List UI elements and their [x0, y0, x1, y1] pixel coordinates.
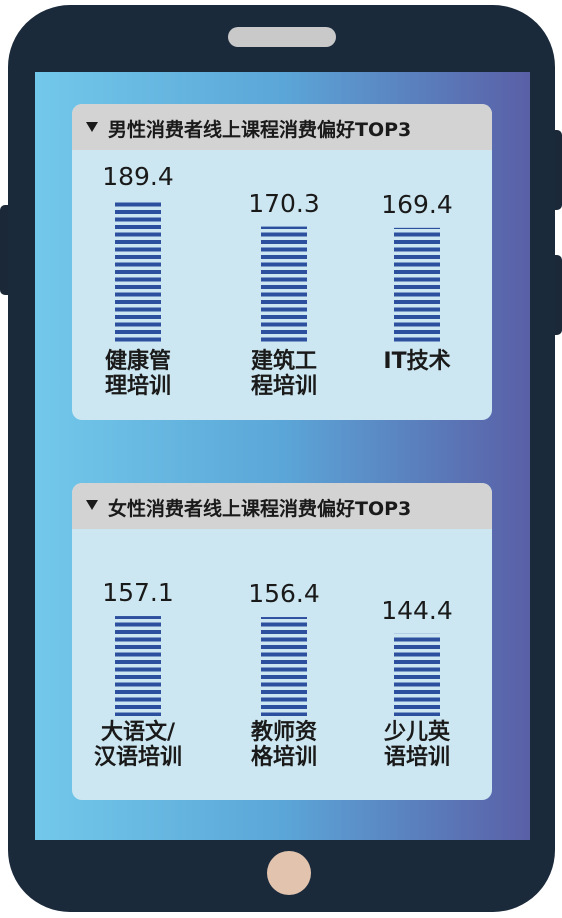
bar	[394, 634, 440, 716]
category-label: 建筑工 程培训	[214, 349, 354, 399]
category-label: 教师资 格培训	[214, 720, 354, 770]
value-label: 189.4	[78, 162, 198, 191]
category-label: 大语文/ 汉语培训	[68, 720, 208, 770]
chart-title: 男性消费者线上课程消费偏好TOP3	[108, 115, 411, 142]
speaker	[228, 27, 336, 47]
value-label: 156.4	[224, 579, 344, 608]
category-label: 少儿英 语培训	[347, 720, 487, 770]
value-label: 169.4	[357, 190, 477, 219]
bar	[115, 200, 161, 345]
page: 男性消费者线上课程消费偏好TOP3 女性消费者线上课程消费偏好TOP3 189.…	[0, 0, 562, 918]
home-button	[267, 851, 311, 895]
value-label: 144.4	[357, 596, 477, 625]
bar	[394, 228, 440, 345]
bar	[115, 616, 161, 716]
bar	[261, 227, 307, 345]
category-label: 健康管 理培训	[68, 349, 208, 399]
chart-title: 女性消费者线上课程消费偏好TOP3	[108, 494, 411, 521]
bar	[261, 617, 307, 716]
value-label: 170.3	[224, 189, 344, 218]
category-label: IT技术	[347, 349, 487, 374]
value-label: 157.1	[78, 578, 198, 607]
